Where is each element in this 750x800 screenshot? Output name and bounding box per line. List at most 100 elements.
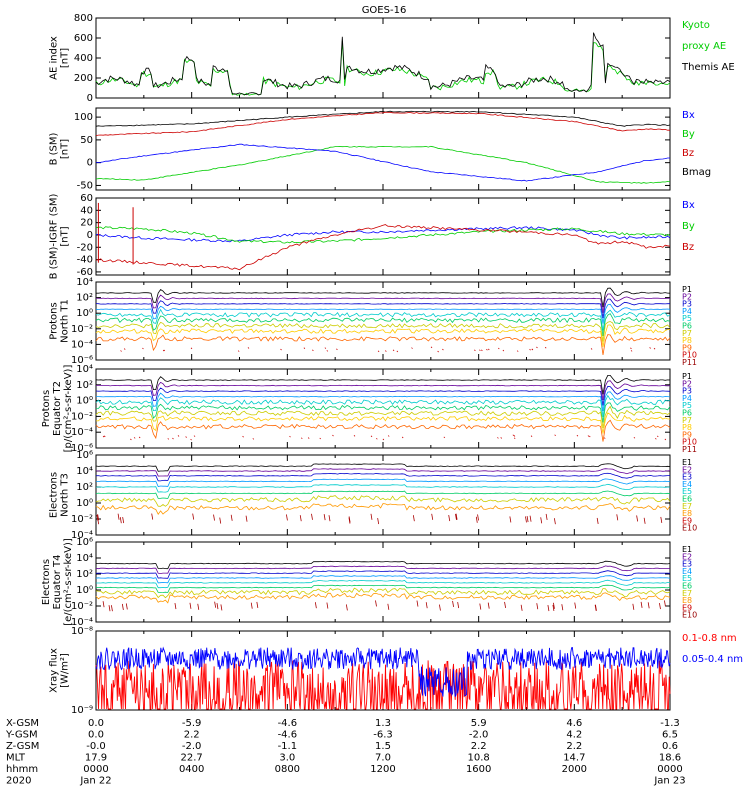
low-count-mark	[553, 602, 555, 609]
legend-entry: P10	[682, 438, 697, 447]
low-count-mark	[576, 434, 579, 437]
ephemeris-value: 2.2	[566, 741, 582, 752]
low-count-mark	[513, 437, 516, 440]
series-line	[95, 32, 671, 96]
legend-entry: E5	[682, 574, 692, 583]
y-tick-label: 200	[74, 73, 93, 84]
panel-frame	[95, 17, 671, 99]
y-tick-label: 600	[74, 33, 93, 44]
low-count-mark	[487, 602, 490, 609]
y-axis-label: Xray flux	[49, 648, 60, 693]
y-axis-label: [nT]	[60, 226, 71, 246]
low-count-mark	[163, 349, 166, 352]
series-line	[95, 660, 671, 710]
low-count-mark	[111, 605, 113, 612]
low-count-mark	[516, 350, 519, 352]
series-line	[95, 293, 671, 313]
y-tick-label: 10⁻⁴	[71, 427, 93, 438]
low-count-mark	[133, 437, 136, 439]
ephemeris-value: 1.3	[375, 718, 391, 729]
legend-entry: E7	[682, 502, 692, 511]
ephemeris-value: 1200	[370, 764, 395, 775]
series-line	[95, 402, 671, 423]
ephemeris-value: 1.5	[375, 741, 391, 752]
ephemeris-value: 2.2	[471, 741, 487, 752]
series-line	[95, 419, 671, 442]
low-count-mark	[545, 513, 548, 520]
series-line	[95, 313, 671, 337]
low-count-mark	[256, 601, 259, 609]
y-tick-label: 10⁻⁶	[71, 355, 93, 366]
low-count-mark	[299, 515, 302, 522]
ephemeris-value: -1.3	[660, 718, 680, 729]
low-count-mark	[125, 603, 128, 610]
low-count-mark	[513, 435, 516, 437]
ephemeris-value: 10.8	[468, 753, 490, 764]
low-count-mark	[174, 602, 177, 610]
low-count-mark	[385, 350, 387, 352]
low-count-mark	[552, 604, 555, 612]
low-count-mark	[653, 347, 656, 350]
low-count-mark	[119, 517, 122, 524]
low-count-mark	[664, 438, 667, 441]
ephemeris-value: -2.0	[182, 741, 202, 752]
y-tick-label: 10⁰	[76, 585, 93, 596]
low-count-mark	[475, 516, 478, 523]
ephemeris-row-label: X-GSM	[6, 718, 39, 729]
low-count-mark	[250, 602, 253, 609]
low-count-mark	[647, 602, 650, 609]
series-line	[95, 584, 671, 594]
low-count-mark	[526, 515, 529, 523]
series-line	[95, 463, 671, 472]
ephemeris-value: Jan 23	[653, 776, 685, 787]
ephemeris-value: 0800	[275, 764, 300, 775]
series-line	[95, 385, 671, 406]
low-count-mark	[108, 605, 111, 612]
low-count-mark	[197, 603, 200, 610]
ephemeris-value: 18.6	[659, 753, 681, 764]
series-line	[95, 143, 670, 182]
low-count-mark	[544, 346, 547, 349]
legend-entry: E4	[682, 567, 692, 576]
series-line	[95, 560, 671, 570]
y-tick-label: 10⁴	[76, 466, 93, 477]
series-line	[96, 412, 671, 434]
ephemeris-value: -5.9	[182, 718, 202, 729]
y-tick-label: 10⁻⁴	[71, 617, 93, 628]
ephemeris-value: 0000	[657, 764, 682, 775]
low-count-mark	[630, 347, 632, 350]
low-count-mark	[530, 435, 533, 437]
series-line	[95, 226, 671, 244]
low-count-mark	[326, 602, 329, 609]
y-tick-label: 10⁶	[76, 537, 93, 548]
series-line	[95, 308, 671, 331]
y-tick-label: 10⁻⁴	[71, 339, 93, 350]
low-count-mark	[392, 349, 395, 352]
series-line	[95, 503, 671, 515]
y-tick-label: -50	[77, 180, 93, 191]
low-count-mark	[252, 438, 255, 440]
low-count-mark	[230, 514, 233, 521]
low-count-mark	[590, 348, 593, 350]
low-count-mark	[547, 604, 550, 612]
y-tick-label: 100	[74, 112, 93, 123]
legend-entry: E9	[682, 603, 692, 612]
y-axis-label: [nT]	[60, 48, 71, 68]
legend-entry: P11	[682, 445, 697, 454]
legend-entry: By	[682, 221, 695, 232]
panel-xray: 10⁻⁸ 10⁻⁹ Xray flux [W/m²] 0.1-0.8 nm 0.05-0.…	[49, 626, 744, 716]
low-count-mark	[185, 436, 187, 438]
series-line	[96, 579, 670, 589]
low-count-mark	[504, 601, 506, 609]
low-count-mark	[387, 435, 390, 437]
series-line	[95, 394, 671, 417]
series-line	[95, 226, 671, 243]
low-count-mark	[314, 602, 317, 609]
series-line	[95, 646, 671, 697]
series-line	[95, 110, 671, 127]
ephemeris-value: -4.6	[278, 730, 298, 741]
y-tick-label: -40	[77, 255, 93, 266]
legend-entry: Bmag	[682, 167, 711, 178]
low-count-mark	[439, 604, 441, 611]
